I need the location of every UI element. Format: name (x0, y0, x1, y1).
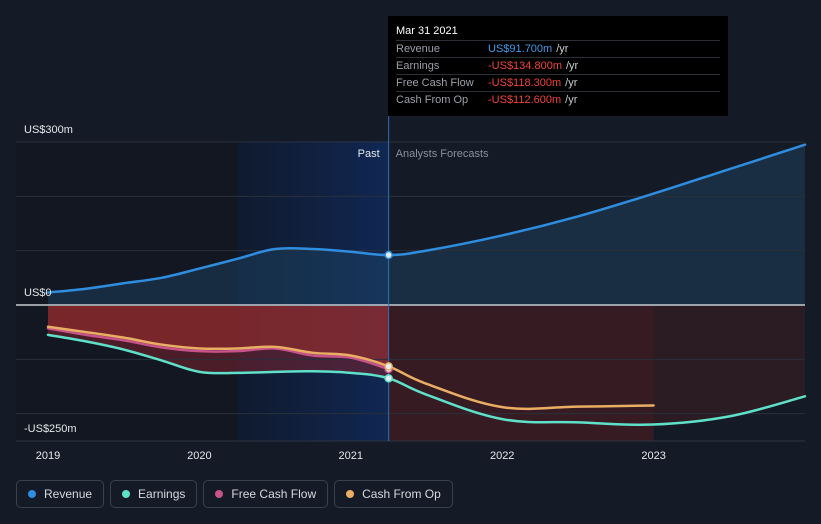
x-tick-label: 2020 (187, 450, 211, 462)
legend-label: Earnings (138, 487, 186, 501)
legend-revenue[interactable]: Revenue (16, 480, 105, 508)
tooltip-label: Earnings (396, 60, 440, 72)
earnings-line (46, 333, 807, 427)
legend-label: Free Cash Flow (231, 487, 317, 501)
x-tick-label: 2019 (36, 450, 60, 462)
x-tick-label: 2022 (490, 450, 514, 462)
free-cash-flow-line (46, 327, 390, 371)
x-tick-label: 2023 (641, 450, 665, 462)
revenue-area (48, 144, 805, 305)
highlight-region (237, 141, 389, 441)
y-axis-label: -US$250m (24, 423, 77, 435)
tooltip-row-revenue: Revenue US$91.700m /yr (396, 40, 720, 57)
tooltip-label: Revenue (396, 43, 441, 55)
tooltip-row-earnings: Earnings -US$134.800m /yr (396, 57, 720, 74)
legend-cash-from-op[interactable]: Cash From Op (334, 480, 453, 508)
earnings-dot-icon (122, 490, 131, 498)
tooltip-date: Mar 31 2021 (396, 25, 458, 37)
legend-label: Revenue (44, 487, 93, 501)
tooltip-value: US$91.700m (488, 43, 553, 55)
y-axis-label: US$0 (24, 287, 52, 299)
y-axis-label: US$300m (24, 124, 73, 136)
tooltip-value: -US$112.600m (488, 94, 562, 106)
tooltip-label: Free Cash Flow (396, 77, 474, 89)
x-tick-label: 2021 (339, 450, 363, 462)
tooltip-value: -US$134.800m (488, 60, 562, 72)
tooltip-row-free-cash-flow: Free Cash Flow -US$118.300m /yr (396, 74, 720, 91)
tooltip-unit: /yr (566, 60, 579, 72)
cash-from-op-marker (384, 362, 393, 371)
forecast-negative-tail (653, 306, 805, 425)
tooltip-row-cash-from-op: Cash From Op -US$112.600m /yr (396, 91, 720, 108)
revenue-dot-icon (28, 490, 36, 498)
legend: Revenue Earnings Free Cash Flow Cash Fro… (16, 480, 453, 508)
past-label: Past (358, 148, 380, 160)
free-cash-flow-dot-icon (215, 490, 224, 498)
tooltip-unit: /yr (565, 94, 578, 106)
legend-free-cash-flow[interactable]: Free Cash Flow (203, 480, 329, 508)
earnings-marker (384, 374, 393, 383)
tooltip-unit: /yr (565, 77, 578, 89)
legend-earnings[interactable]: Earnings (110, 480, 198, 508)
cash-from-op-line (46, 325, 655, 411)
cash-from-op-dot-icon (346, 490, 355, 498)
revenue-marker (384, 250, 393, 260)
tooltip-value: -US$118.300m (488, 77, 562, 89)
forecast-label: Analysts Forecasts (396, 148, 489, 160)
tooltip: Mar 31 2021 Revenue US$91.700m /yr Earni… (388, 16, 728, 116)
tooltip-unit: /yr (556, 43, 569, 55)
forecast-negative-area (388, 306, 654, 441)
revenue-line (46, 143, 807, 294)
tooltip-label: Cash From Op (396, 94, 469, 106)
legend-label: Cash From Op (362, 487, 441, 501)
